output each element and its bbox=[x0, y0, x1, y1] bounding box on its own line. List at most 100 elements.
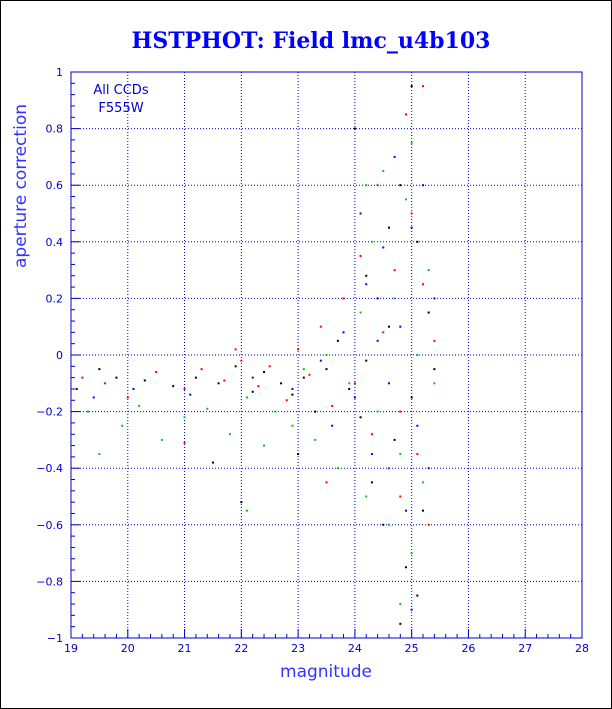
x-tick-label: 25 bbox=[405, 642, 419, 655]
data-point-black bbox=[251, 390, 254, 393]
x-tick-label: 26 bbox=[461, 642, 475, 655]
data-point-black bbox=[365, 274, 368, 277]
data-point-black bbox=[416, 594, 419, 597]
data-point-green bbox=[336, 467, 339, 470]
y-axis-label: aperture correction bbox=[11, 104, 31, 268]
x-tick-label: 19 bbox=[64, 642, 78, 655]
annotation-ccds: All CCDs bbox=[93, 83, 148, 98]
data-point-red bbox=[325, 481, 328, 484]
data-point-red bbox=[200, 368, 203, 371]
data-point-blue bbox=[251, 376, 254, 379]
x-tick-labels: 19 20 21 22 23 24 25 26 27 28 bbox=[64, 642, 589, 655]
data-point-black bbox=[336, 339, 339, 342]
data-point-black bbox=[393, 438, 396, 441]
data-point-blue bbox=[416, 424, 419, 427]
data-point-red bbox=[353, 382, 356, 385]
data-point-green bbox=[206, 407, 209, 410]
data-point-green bbox=[416, 354, 419, 356]
data-point-black bbox=[348, 387, 351, 390]
x-axis-label: magnitude bbox=[280, 662, 372, 682]
data-point-green bbox=[365, 184, 368, 187]
x-tick-label: 28 bbox=[575, 642, 589, 655]
data-point-red bbox=[183, 441, 186, 444]
data-point-green bbox=[98, 453, 101, 456]
data-point-red bbox=[404, 113, 407, 116]
data-point-blue bbox=[342, 331, 345, 334]
data-point-black bbox=[399, 184, 402, 187]
data-point-black bbox=[172, 385, 175, 388]
data-point-black bbox=[302, 376, 305, 379]
data-point-black bbox=[359, 416, 362, 419]
data-point-blue bbox=[353, 396, 356, 399]
data-point-blue bbox=[365, 283, 368, 286]
data-point-green bbox=[302, 368, 305, 371]
data-point-black bbox=[75, 387, 78, 390]
data-point-blue bbox=[92, 396, 95, 399]
data-point-green bbox=[387, 523, 390, 526]
data-point-black bbox=[291, 393, 294, 396]
data-point-red bbox=[416, 453, 419, 456]
data-point-black bbox=[422, 509, 425, 512]
data-point-red bbox=[104, 382, 107, 385]
data-point-blue bbox=[189, 393, 192, 396]
data-point-green bbox=[422, 481, 425, 484]
chart-title: HSTPHOT: Field lmc_u4b103 bbox=[132, 28, 491, 54]
x-tick-label: 27 bbox=[518, 642, 532, 655]
data-point-green bbox=[325, 354, 328, 356]
y-tick-label: 0 bbox=[56, 349, 63, 362]
data-point-black bbox=[280, 382, 283, 385]
data-point-green bbox=[87, 410, 90, 413]
data-point-blue bbox=[370, 453, 373, 456]
data-point-black bbox=[325, 368, 328, 371]
data-point-green bbox=[404, 198, 407, 201]
data-point-blue bbox=[410, 608, 413, 611]
data-point-black bbox=[399, 622, 402, 625]
data-point-blue bbox=[433, 297, 436, 300]
data-point-green bbox=[183, 416, 186, 419]
data-point-black bbox=[98, 368, 101, 371]
data-point-blue bbox=[376, 339, 379, 342]
data-point-red bbox=[370, 433, 373, 436]
data-point-red bbox=[387, 467, 390, 470]
data-point-black bbox=[370, 481, 373, 484]
data-point-red bbox=[240, 359, 243, 362]
data-point-red bbox=[399, 410, 402, 413]
data-point-black bbox=[410, 85, 413, 88]
data-point-black bbox=[416, 240, 419, 243]
data-point-black bbox=[433, 368, 436, 371]
data-point-green bbox=[433, 382, 436, 385]
data-point-black bbox=[143, 379, 146, 382]
data-point-red bbox=[223, 379, 226, 382]
data-point-green bbox=[376, 410, 379, 413]
data-point-red bbox=[359, 254, 362, 257]
data-point-red bbox=[234, 348, 237, 351]
data-point-black bbox=[410, 396, 413, 399]
data-point-green bbox=[427, 269, 430, 272]
data-point-blue bbox=[427, 467, 430, 470]
data-point-black bbox=[382, 523, 385, 526]
y-tick-label: 0.6 bbox=[46, 179, 64, 192]
data-point-green bbox=[410, 552, 413, 555]
data-point-blue bbox=[404, 509, 407, 512]
y-tick-label: 1 bbox=[56, 66, 63, 79]
data-point-blue bbox=[387, 382, 390, 385]
data-point-green bbox=[399, 453, 402, 456]
data-point-green bbox=[365, 495, 368, 498]
data-point-green bbox=[410, 141, 413, 144]
data-point-green bbox=[228, 433, 231, 436]
x-tick-label: 20 bbox=[121, 642, 135, 655]
minor-ticks bbox=[70, 71, 583, 639]
data-point-blue bbox=[422, 184, 425, 187]
data-point-green bbox=[121, 424, 124, 427]
data-point-red bbox=[257, 385, 260, 388]
y-tick-label: −0.2 bbox=[36, 406, 63, 419]
data-point-black bbox=[263, 370, 266, 373]
y-tick-label: −0.6 bbox=[36, 519, 63, 532]
data-point-green bbox=[370, 240, 373, 243]
data-point-green bbox=[274, 410, 277, 413]
data-point-red bbox=[285, 399, 288, 402]
data-point-blue bbox=[132, 387, 135, 390]
data-point-red bbox=[382, 331, 385, 334]
data-point-green bbox=[138, 404, 141, 407]
data-point-red bbox=[422, 283, 425, 286]
